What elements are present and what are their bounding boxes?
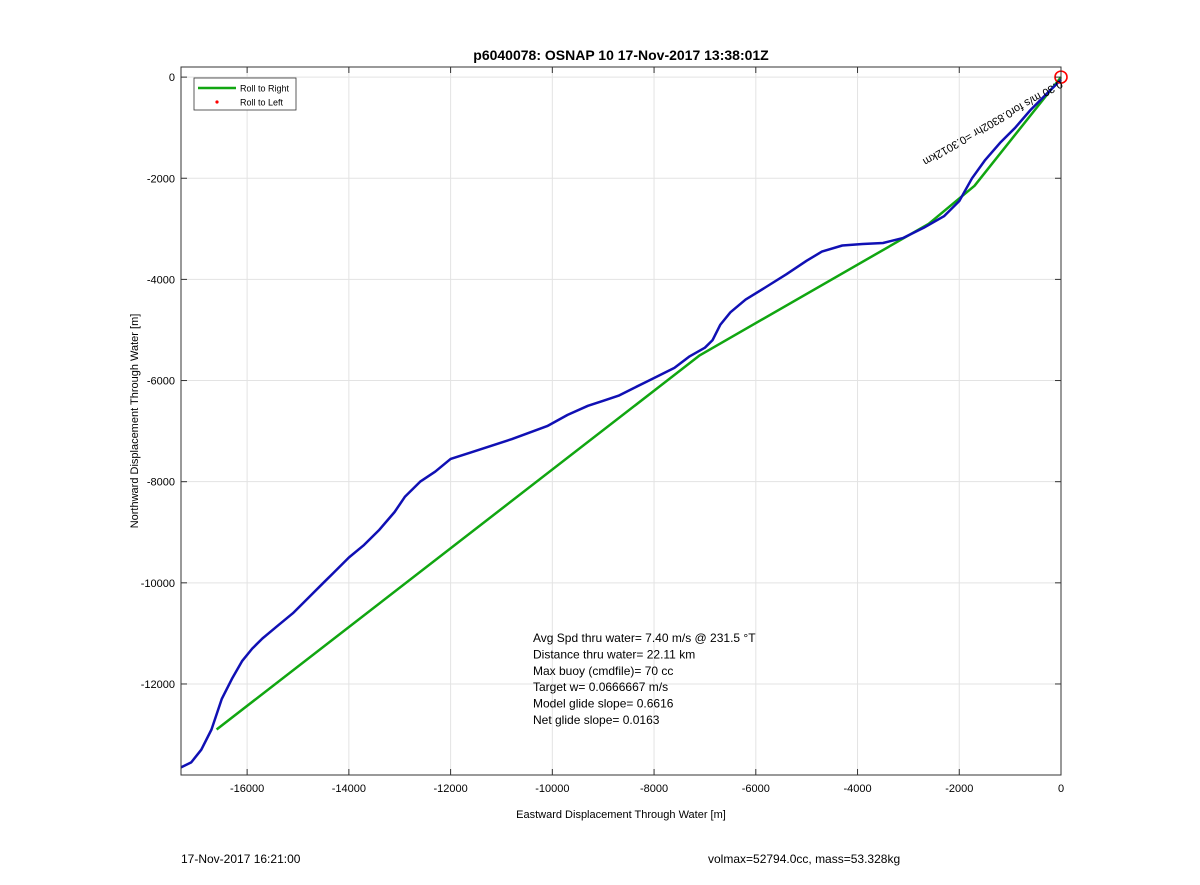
chart-title: p6040078: OSNAP 10 17-Nov-2017 13:38:01Z	[473, 47, 769, 63]
stats-block: Avg Spd thru water= 7.40 m/s @ 231.5 °T D…	[533, 631, 756, 727]
stats-line: Net glide slope= 0.0163	[533, 713, 660, 727]
series-line-blue	[180, 78, 1062, 769]
x-tick-label: -14000	[332, 783, 366, 795]
y-tick-label: 0	[169, 72, 175, 84]
x-tick-label: -6000	[742, 783, 770, 795]
stats-line: Max buoy (cmdfile)= 70 cc	[533, 664, 673, 678]
y-tick-label: -12000	[141, 679, 175, 691]
footer-timestamp: 17-Nov-2017 16:21:00	[181, 852, 301, 866]
stats-line: Avg Spd thru water= 7.40 m/s @ 231.5 °T	[533, 631, 756, 645]
x-tick-label: -16000	[230, 783, 264, 795]
ticks: -16000 -14000 -12000 -10000 -8000 -6000 -4000 -…	[141, 67, 1064, 795]
legend-label: Roll to Left	[240, 98, 284, 108]
x-tick-label: -8000	[640, 783, 668, 795]
x-tick-label: -2000	[945, 783, 973, 795]
y-tick-label: -4000	[147, 274, 175, 286]
x-tick-label: -4000	[843, 783, 871, 795]
x-tick-label: -10000	[535, 783, 569, 795]
x-tick-label: -12000	[433, 783, 467, 795]
axes	[180, 66, 1062, 776]
y-tick-label: -6000	[147, 376, 175, 388]
grid	[181, 67, 1062, 775]
legend-swatch-dot	[215, 100, 219, 104]
plot-area	[181, 67, 1061, 775]
legend-label: Roll to Right	[240, 84, 290, 94]
footer-mass-info: volmax=52794.0cc, mass=53.328kg	[708, 852, 901, 866]
stats-line: Target w= 0.0666667 m/s	[533, 680, 668, 694]
y-axis-label: Northward Displacement Through Water [m]	[129, 314, 141, 529]
y-tick-label: -2000	[147, 173, 175, 185]
y-tick-label: -8000	[147, 477, 175, 489]
legend-box	[193, 77, 297, 111]
axes-box	[180, 66, 1062, 776]
stats-line: Distance thru water= 22.11 km	[533, 647, 695, 661]
stats-line: Model glide slope= 0.6616	[533, 697, 674, 711]
legend: Roll to Right Roll to Left	[193, 77, 297, 111]
x-axis-label: Eastward Displacement Through Water [m]	[516, 809, 726, 821]
y-tick-label: -10000	[141, 578, 175, 590]
x-tick-label: 0	[1058, 783, 1064, 795]
